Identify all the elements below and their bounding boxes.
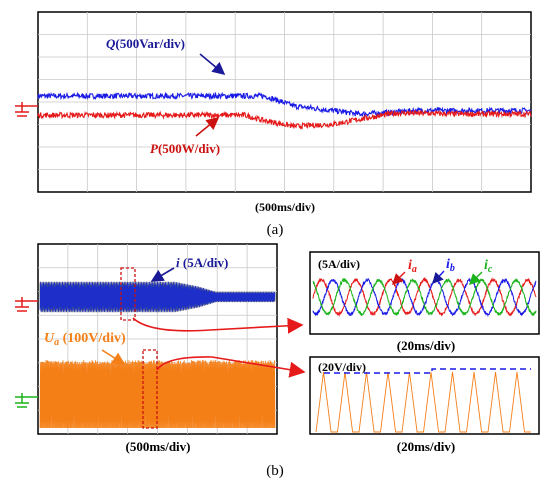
zoom-box-current — [120, 267, 136, 321]
voltage-zoom-time-scale: (20ms/div) — [397, 439, 456, 454]
label-q: Q(500Var/div) — [106, 36, 185, 51]
arrow-voltage — [101, 349, 126, 365]
label-current: i (5A/div) — [176, 255, 228, 270]
current-zoom-scale: (5A/div) — [318, 257, 360, 271]
arrow-p — [195, 116, 220, 137]
current-phase-trace — [39, 281, 276, 313]
panel-b-label: (b) — [266, 463, 284, 479]
label-ic: ic — [484, 258, 493, 275]
series-p-trace — [37, 109, 532, 130]
connector-voltage-zoom — [156, 356, 306, 378]
arrow-current — [150, 267, 175, 282]
panel-a-label: (a) — [267, 222, 284, 238]
connector-current-zoom — [132, 317, 304, 334]
arrow-ib — [432, 270, 445, 285]
label-p: P(500W/div) — [150, 141, 220, 156]
zoom-box-voltage — [142, 349, 158, 429]
ground-icon — [15, 102, 38, 117]
ground-icon-voltage — [15, 393, 38, 408]
current-zoom-time-scale: (20ms/div) — [397, 338, 456, 353]
voltage-pulse-trace — [315, 371, 531, 433]
voltage-zoom-scale: (20V/div) — [318, 360, 366, 374]
panel-b-left-time-scale: (500ms/div) — [126, 439, 191, 454]
ground-icon-current — [15, 297, 38, 312]
voltage-zoom-traces — [315, 368, 531, 433]
panel-b-left: i (5A/div) Ua (100V/div) (500ms/div) — [15, 243, 278, 454]
phase-c-trace — [312, 277, 537, 317]
reference-dashed-line — [324, 368, 531, 374]
label-voltage: Ua (100V/div) — [44, 331, 126, 348]
panel-b-current-zoom: (5A/div) ia ib ic (20ms/div) — [309, 251, 540, 353]
label-ib: ib — [446, 257, 455, 274]
arrow-q — [199, 53, 226, 76]
panel-a-grid — [38, 12, 531, 192]
panel-b-voltage-zoom: (20V/div) (20ms/div) — [309, 356, 540, 454]
arrow-ic — [469, 271, 483, 285]
panel-a-time-scale: (500ms/div) — [255, 200, 315, 214]
panel-a: Q(500Var/div) P(500W/div) (500ms/div) (a… — [15, 11, 532, 238]
current-zoom-traces — [312, 276, 537, 318]
arrow-ia — [392, 271, 406, 285]
label-ia: ia — [408, 258, 417, 275]
